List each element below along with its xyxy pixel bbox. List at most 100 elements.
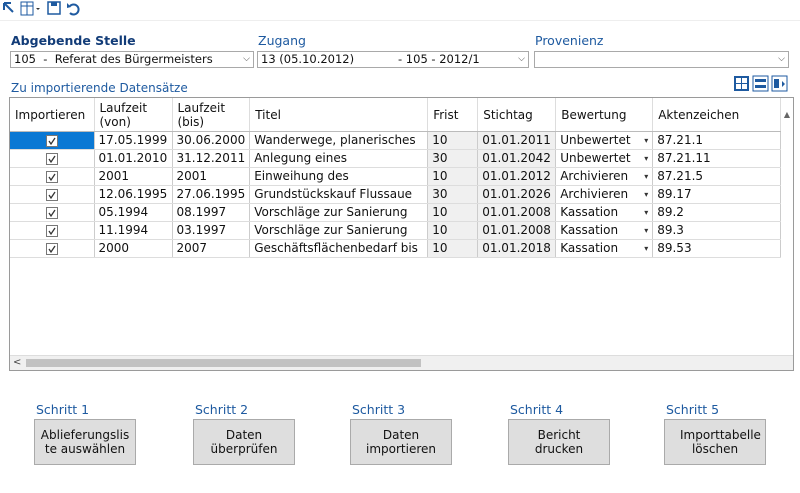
select[interactable]: 105 - Referat des Bürgermeisters ⌵ (10, 51, 254, 68)
table-cell: 89.3 (652, 221, 782, 240)
dropdown-cell[interactable]: ▾ Unbewertet (555, 131, 654, 150)
table-row: 17.05.1999 30.06.2000 Wanderwege, planeris… (10, 131, 782, 150)
checkbox[interactable] (45, 224, 58, 237)
table-cell: 10 (427, 131, 479, 150)
checkmark (48, 191, 56, 199)
table-cell: 2000 (94, 239, 173, 258)
table: Importieren Laufzeit (von) Laufzeit (bis) T… (10, 98, 782, 258)
checkbox[interactable] (45, 152, 58, 165)
table-row: 2001 2001 Einweihung des 10 01.01.2012 ▾ Archi… (10, 167, 782, 186)
table-cell: 10 (427, 221, 479, 240)
column-header: Stichtag (477, 98, 557, 132)
dropdown-arrow: ▾ (644, 208, 649, 217)
step-label: Schritt 5 (666, 402, 720, 417)
table-row: 01.01.2010 31.12.2011 Anlegung eines 30 01.0… (10, 149, 782, 168)
step-button[interactable]: Ablieferungsliste auswählen (34, 419, 136, 465)
cell-text: Archivieren (560, 187, 629, 201)
step-button[interactable]: Daten überprüfen (193, 419, 295, 465)
button-text: Daten importieren (366, 428, 436, 456)
checkbox[interactable] (45, 134, 58, 147)
column-header: Laufzeit (von) (94, 98, 173, 132)
table-cell: Geschäftsflächenbedarf bis (249, 239, 429, 258)
back-icon[interactable] (3, 2, 14, 13)
dropdown-cell[interactable]: ▾ Archivieren (555, 185, 654, 204)
checkmark (48, 209, 56, 217)
checkbox-cell (10, 185, 95, 204)
data-grid: Importieren Laufzeit (von) Laufzeit (bis) T… (9, 97, 794, 371)
checkbox[interactable] (45, 242, 58, 255)
table-cell: 87.21.1 (652, 131, 782, 150)
table-cell: 89.53 (652, 239, 782, 258)
table-cell: 05.1994 (94, 203, 173, 222)
checkbox-cell (10, 203, 95, 222)
dropdown-cell[interactable]: ▾ Kassation (555, 203, 654, 222)
table-cell: 11.1994 (94, 221, 173, 240)
checkmark (48, 227, 56, 235)
table-cell: 2007 (172, 239, 251, 258)
table-row: 12.06.1995 27.06.1995 Grundstückskauf Flus… (10, 185, 782, 204)
field-label: Provenienz (535, 33, 604, 48)
table-cell: 01.01.2008 (477, 221, 557, 240)
dropdown-arrow: ▾ (644, 172, 649, 181)
view-icon[interactable] (734, 76, 749, 91)
table-cell: 89.2 (652, 203, 782, 222)
cell-text: Unbewertet (560, 151, 631, 165)
checkbox[interactable] (45, 170, 58, 183)
column-header: Aktenzeichen (652, 98, 782, 132)
step-button[interactable]: Importtabelle löschen (664, 419, 766, 465)
column-header: Frist (427, 98, 479, 132)
table-cell: 01.01.2026 (477, 185, 557, 204)
table-cell: 89.17 (652, 185, 782, 204)
checkbox[interactable] (45, 188, 58, 201)
save-icon[interactable] (47, 1, 61, 15)
checkbox-cell (10, 131, 95, 150)
select[interactable]: 13 (05.10.2012) - 105 - 2012/1 ⌵ (257, 51, 529, 68)
field-label: Abgebende Stelle (11, 33, 136, 48)
table-cell: Anlegung eines (249, 149, 429, 168)
table-cell: 30 (427, 149, 479, 168)
button-text: Ablieferungsliste auswählen (40, 428, 130, 456)
table-cell: 87.21.5 (652, 167, 782, 186)
table-cell: 2001 (94, 167, 173, 186)
view-icon[interactable] (752, 75, 769, 92)
step-label: Schritt 1 (36, 402, 90, 417)
button-text: Importtabelle löschen (680, 428, 761, 456)
scroll-up[interactable]: ▲ (783, 110, 791, 119)
checkmark (48, 155, 56, 163)
table-cell: 10 (427, 167, 479, 186)
dropdown-arrow: ▾ (644, 190, 649, 199)
step-button[interactable]: Daten importieren (350, 419, 452, 465)
select[interactable]: ⌵ (534, 51, 789, 68)
checkmark (48, 137, 56, 145)
grid-icon[interactable] (20, 1, 40, 16)
dropdown-arrow: ⌵ (243, 54, 250, 64)
dropdown-arrow: ⌵ (518, 54, 525, 64)
dropdown-cell[interactable]: ▾ Kassation (555, 221, 654, 240)
dropdown-arrow: ▾ (644, 226, 649, 235)
step-button[interactable]: Bericht drucken (508, 419, 610, 465)
dropdown-arrow: ▾ (644, 154, 649, 163)
step-label: Schritt 2 (195, 402, 249, 417)
checkmark (48, 245, 56, 253)
checkmark (48, 173, 56, 181)
table-row: 11.1994 03.1997 Vorschläge zur Sanierung 10… (10, 221, 782, 240)
view-icon[interactable] (771, 75, 788, 92)
dropdown-cell[interactable]: ▾ Kassation (555, 239, 654, 258)
undo-icon[interactable] (67, 3, 80, 16)
checkbox[interactable] (45, 206, 58, 219)
table-cell: 01.01.2018 (477, 239, 557, 258)
scroll-thumb[interactable] (26, 359, 421, 367)
view-icons (734, 75, 788, 92)
checkbox-cell (10, 167, 95, 186)
button-text: Daten überprüfen (210, 428, 278, 456)
table-cell: 30 (427, 185, 479, 204)
dropdown-arrow: ⌵ (778, 54, 785, 64)
scroll-left[interactable]: < (13, 357, 22, 368)
dropdown-cell[interactable]: ▾ Unbewertet (555, 149, 654, 168)
horizontal-scrollbar[interactable]: < (10, 355, 793, 370)
dropdown-cell[interactable]: ▾ Archivieren (555, 167, 654, 186)
cell-text: Archivieren (560, 169, 629, 183)
column-header: Laufzeit (bis) (172, 98, 251, 132)
select-value: 105 - Referat des Bürgermeisters (14, 52, 213, 66)
